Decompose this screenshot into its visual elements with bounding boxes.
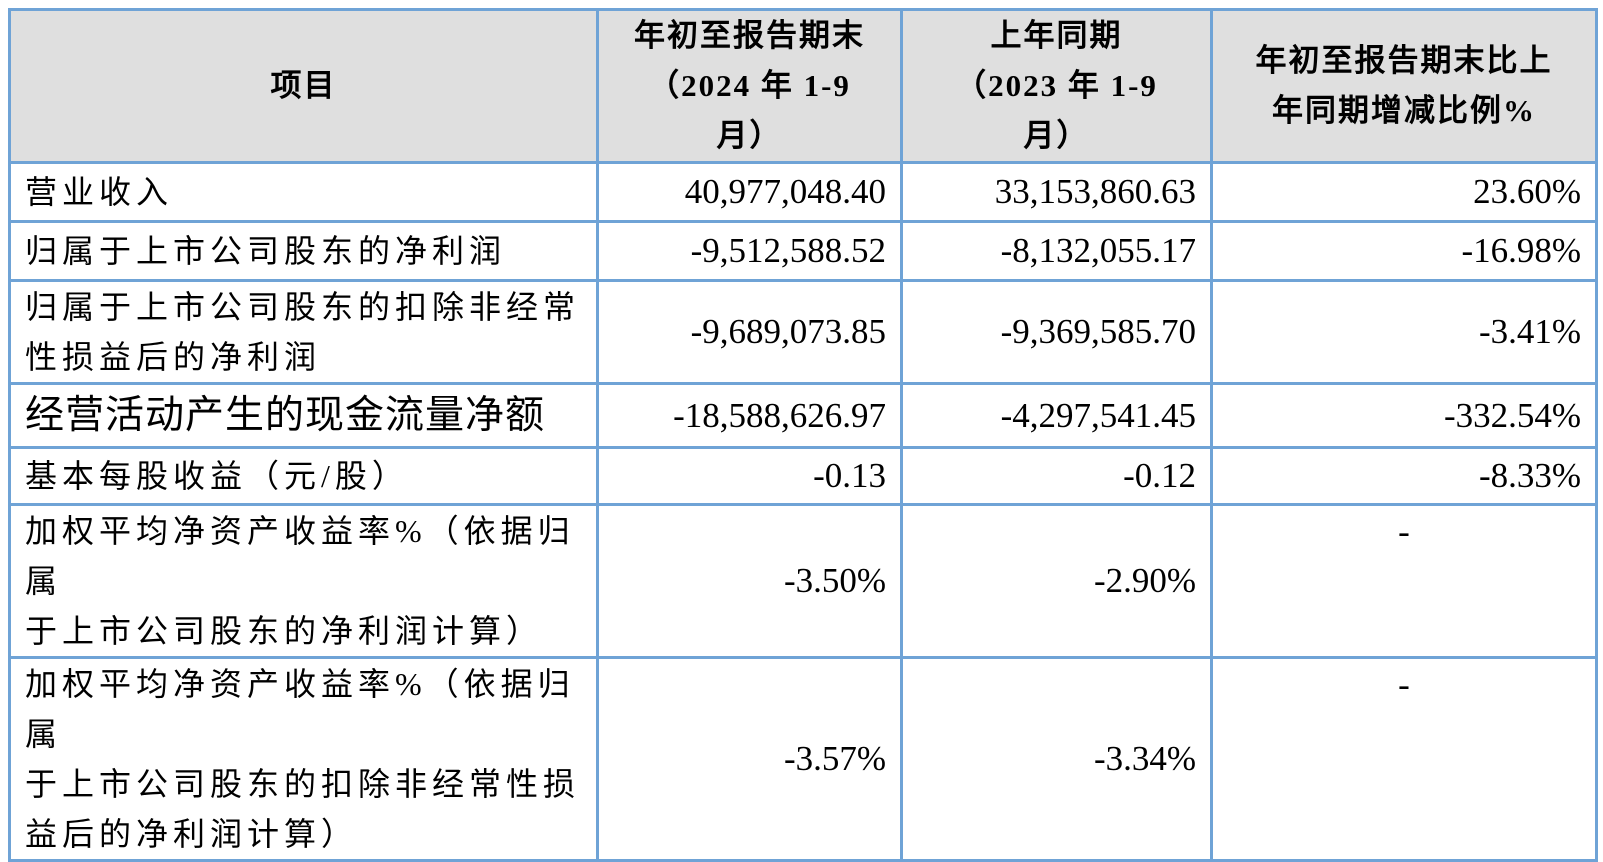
- item-cell: 归属于上市公司股东的扣除非经常 性损益后的净利润: [8, 279, 599, 385]
- item-cell: 营业收入: [8, 161, 599, 223]
- table-row: 归属于上市公司股东的扣除非经常 性损益后的净利润 -9,689,073.85 -…: [8, 279, 1598, 385]
- prior-period-cell: 33,153,860.63: [900, 161, 1213, 223]
- item-cell: 基本每股收益（元/股）: [8, 446, 599, 506]
- prior-period-cell: -4,297,541.45: [900, 382, 1213, 449]
- prior-period-cell: -2.90%: [900, 503, 1213, 659]
- table-row: 归属于上市公司股东的净利润 -9,512,588.52 -8,132,055.1…: [8, 220, 1598, 282]
- header-item: 项目: [8, 8, 599, 164]
- prior-period-cell: -0.12: [900, 446, 1213, 506]
- change-cell: -8.33%: [1210, 446, 1598, 506]
- item-cell: 加权平均净资产收益率%（依据归属 于上市公司股东的净利润计算）: [8, 503, 599, 659]
- prior-period-cell: -3.34%: [900, 656, 1213, 862]
- table-row: 营业收入 40,977,048.40 33,153,860.63 23.60%: [8, 161, 1598, 223]
- change-cell: -16.98%: [1210, 220, 1598, 282]
- change-cell: -: [1210, 503, 1598, 659]
- change-cell: -3.41%: [1210, 279, 1598, 385]
- financial-summary-table: 项目 年初至报告期末 （2024 年 1-9 月） 上年同期 （2023 年 1…: [8, 8, 1598, 862]
- header-current-period: 年初至报告期末 （2024 年 1-9 月）: [596, 8, 903, 164]
- current-period-cell: -0.13: [596, 446, 903, 506]
- header-change-ratio: 年初至报告期末比上 年同期增减比例%: [1210, 8, 1598, 164]
- change-cell: 23.60%: [1210, 161, 1598, 223]
- item-cell: 加权平均净资产收益率%（依据归属 于上市公司股东的扣除非经常性损 益后的净利润计…: [8, 656, 599, 862]
- current-period-cell: -18,588,626.97: [596, 382, 903, 449]
- header-prior-period: 上年同期 （2023 年 1-9 月）: [900, 8, 1213, 164]
- table-row: 加权平均净资产收益率%（依据归属 于上市公司股东的扣除非经常性损 益后的净利润计…: [8, 656, 1598, 862]
- current-period-cell: -3.50%: [596, 503, 903, 659]
- current-period-cell: -9,689,073.85: [596, 279, 903, 385]
- current-period-cell: -9,512,588.52: [596, 220, 903, 282]
- table-row: 基本每股收益（元/股） -0.13 -0.12 -8.33%: [8, 446, 1598, 506]
- change-cell: -: [1210, 656, 1598, 862]
- prior-period-cell: -8,132,055.17: [900, 220, 1213, 282]
- table-row: 加权平均净资产收益率%（依据归属 于上市公司股东的净利润计算） -3.50% -…: [8, 503, 1598, 659]
- current-period-cell: 40,977,048.40: [596, 161, 903, 223]
- item-cell: 经营活动产生的现金流量净额: [8, 382, 599, 449]
- financial-summary-page: 项目 年初至报告期末 （2024 年 1-9 月） 上年同期 （2023 年 1…: [8, 8, 1598, 862]
- item-cell: 归属于上市公司股东的净利润: [8, 220, 599, 282]
- change-cell: -332.54%: [1210, 382, 1598, 449]
- table-row: 经营活动产生的现金流量净额 -18,588,626.97 -4,297,541.…: [8, 382, 1598, 449]
- prior-period-cell: -9,369,585.70: [900, 279, 1213, 385]
- table-header-row: 项目 年初至报告期末 （2024 年 1-9 月） 上年同期 （2023 年 1…: [8, 8, 1598, 164]
- current-period-cell: -3.57%: [596, 656, 903, 862]
